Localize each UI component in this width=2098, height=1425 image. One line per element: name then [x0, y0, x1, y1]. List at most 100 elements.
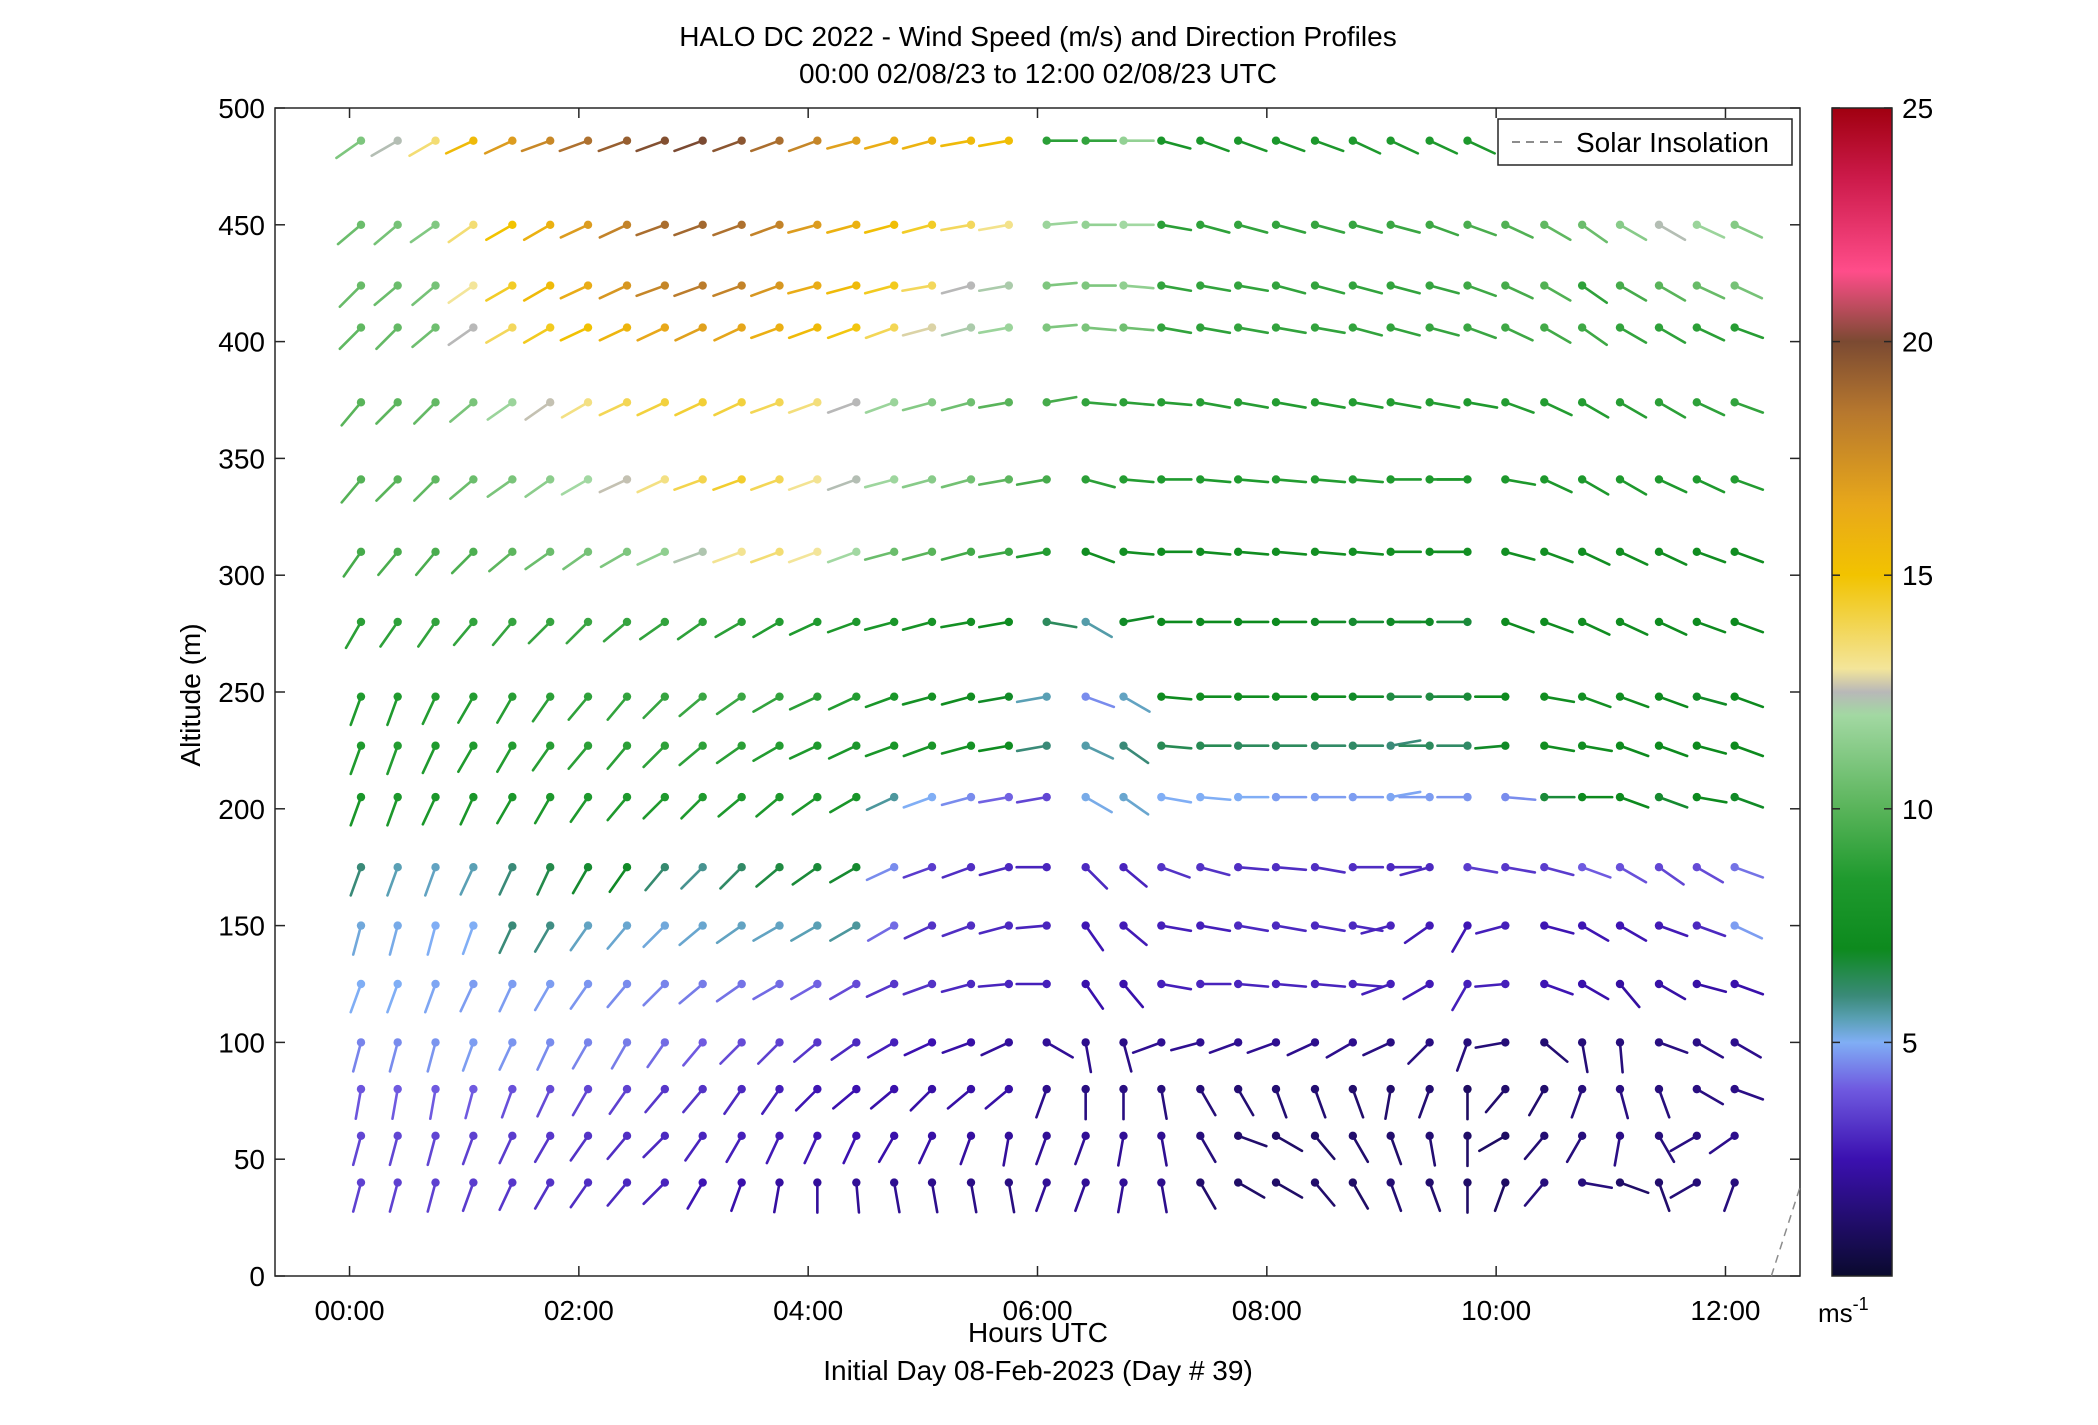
wind-barb-stick — [977, 284, 1011, 293]
wind-barb-dot — [1157, 692, 1166, 701]
wind-barb-dot — [1386, 398, 1395, 407]
wind-barb-dot — [737, 863, 746, 872]
wind-barb-stick — [1543, 550, 1574, 564]
wind-barb-stick — [1543, 744, 1576, 753]
wind-barb-dot — [1233, 921, 1243, 930]
wind-barb-stick — [1618, 865, 1648, 884]
wind-barb-dot — [1730, 547, 1739, 557]
wind-barb-dot — [1004, 921, 1014, 930]
wind-barb-stick — [569, 795, 590, 823]
wind-barb-stick — [1122, 924, 1148, 947]
wind-barb-stick — [349, 982, 363, 1014]
wind-barb-dot — [1233, 792, 1243, 802]
wind-barb-dot — [852, 979, 861, 989]
wind-barb-dot — [966, 979, 976, 989]
wind-barb-dot — [1386, 136, 1395, 145]
wind-barb-dot — [1577, 863, 1587, 872]
wind-barb-stick — [1084, 744, 1115, 760]
wind-barb-stick — [531, 695, 552, 723]
wind-barb-dot — [1196, 741, 1205, 750]
wind-barb-dot — [813, 921, 822, 930]
wind-barb-stick — [409, 223, 437, 244]
wind-barb-dot — [393, 617, 402, 627]
wind-barb-stick — [1015, 695, 1048, 704]
wind-barb-stick — [1723, 1181, 1736, 1213]
wind-barb-stick — [682, 1041, 704, 1067]
wind-barb-stick — [1015, 924, 1048, 930]
wind-barb-dot — [1004, 323, 1014, 332]
wind-barb-dot — [508, 863, 517, 872]
wind-barb-stick — [413, 401, 437, 425]
colorbar-unit: ms — [1818, 1298, 1853, 1328]
wind-barb-stick — [1199, 139, 1230, 153]
wind-barb-dot — [775, 863, 784, 872]
wind-barb-dot — [508, 281, 517, 290]
wind-barb-dot — [1425, 1038, 1434, 1047]
wind-barb-stick — [386, 795, 399, 827]
wind-barb-dot — [852, 1084, 861, 1094]
wind-barb-stick — [531, 744, 552, 772]
wind-barb-stick — [602, 620, 629, 643]
wind-barb-stick — [1695, 550, 1727, 564]
wind-barb-stick — [464, 1087, 475, 1120]
wind-barb-dot — [508, 792, 517, 802]
wind-barb-dot — [1540, 692, 1549, 701]
wind-barb-stick — [533, 1134, 552, 1164]
wind-barb-dot — [1196, 136, 1205, 145]
wind-barb-stick — [447, 326, 475, 347]
wind-barb-stick — [1360, 924, 1392, 935]
wind-barb-dot — [698, 1178, 707, 1187]
wind-barb-dot — [1577, 617, 1587, 627]
wind-barb-stick — [755, 865, 781, 888]
wind-barb-stick — [1580, 326, 1609, 347]
wind-barb-stick — [1657, 620, 1688, 636]
wind-barb-dot — [1425, 475, 1434, 484]
wind-barb-dot — [545, 398, 555, 407]
wind-barb-dot — [1004, 281, 1014, 290]
wind-barb-dot — [889, 1084, 899, 1094]
wind-barb-dot — [1119, 398, 1128, 407]
wind-barb-stick — [335, 139, 363, 160]
wind-barb-stick — [1580, 982, 1610, 1001]
wind-barb-stick — [1236, 1181, 1266, 1199]
wind-barb-dot — [1042, 741, 1051, 750]
wind-barb-dot — [1119, 220, 1128, 229]
wind-barb-stick — [1504, 284, 1534, 300]
wind-barb-dot — [1577, 1038, 1587, 1047]
wind-barb-dot — [1042, 323, 1051, 332]
wind-barb-dot — [1310, 921, 1320, 930]
wind-barb-dot — [1348, 979, 1358, 989]
wind-barb-stick — [1543, 695, 1576, 704]
wind-barb-dot — [356, 792, 366, 802]
wind-barb-stick — [1384, 1087, 1392, 1120]
wind-barb-dot — [583, 692, 593, 701]
wind-barb-stick — [1389, 1181, 1403, 1213]
wind-barb-stick — [336, 223, 363, 246]
wind-barb-stick — [636, 326, 667, 342]
wind-barb-stick — [1543, 924, 1575, 935]
wind-barb-dot — [1271, 281, 1281, 290]
wind-barb-dot — [545, 617, 555, 627]
wind-barb-stick — [558, 139, 590, 153]
wind-barb-stick — [452, 620, 475, 647]
wind-barb-dot — [889, 475, 899, 484]
wind-barb-dot — [583, 741, 593, 750]
legend: Solar Insolation — [1497, 118, 1793, 166]
wind-barb-dot — [1004, 136, 1014, 145]
wind-barb-stick — [1122, 326, 1155, 332]
wind-barb-dot — [889, 136, 899, 145]
wind-barb-stick — [1402, 982, 1431, 1001]
wind-barb-dot — [1692, 741, 1702, 750]
wind-barb-dot — [1692, 1038, 1702, 1047]
wind-barb-stick — [940, 695, 973, 706]
wind-barb-stick — [423, 982, 437, 1014]
wind-barb-dot — [1425, 617, 1434, 627]
wind-barb-dot — [1692, 692, 1702, 701]
wind-barb-dot — [660, 136, 670, 145]
wind-barb-dot — [545, 792, 555, 802]
wind-barb-stick — [1657, 1134, 1676, 1164]
wind-barb-stick — [978, 865, 1011, 877]
wind-barb-dot — [1654, 398, 1664, 407]
wind-barb-stick — [447, 223, 475, 244]
wind-barb-dot — [1081, 1038, 1090, 1047]
